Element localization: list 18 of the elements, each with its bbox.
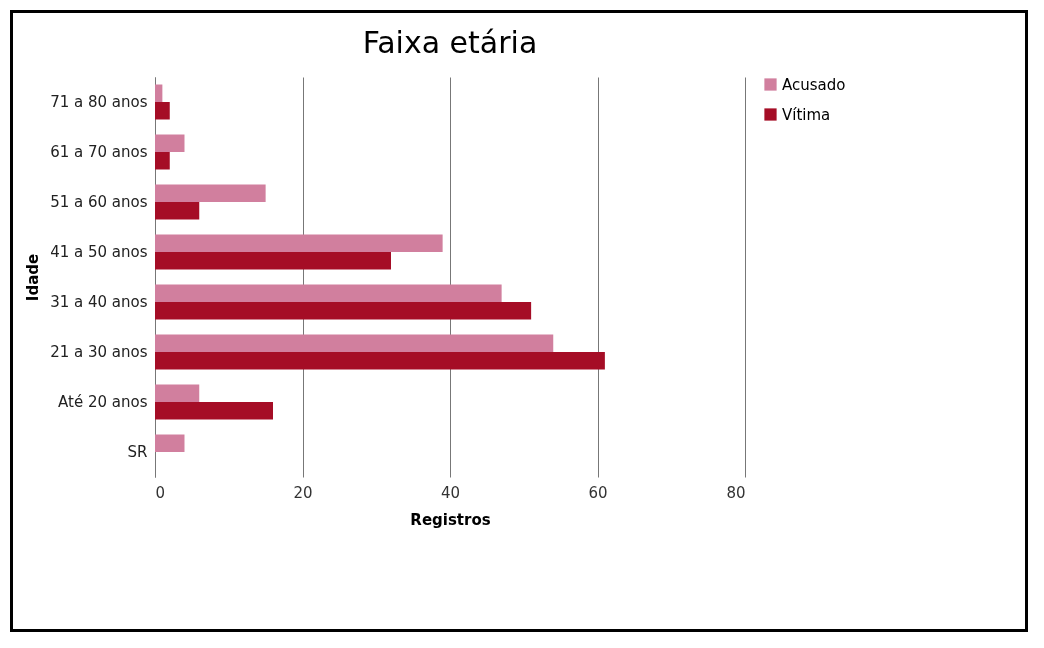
y-tick-label: 31 a 40 anos: [50, 293, 148, 311]
legend-label: Vítima: [782, 105, 831, 124]
y-tick-label: 21 a 30 anos: [50, 343, 148, 361]
x-tick-label: 0: [155, 483, 166, 502]
y-tick-label: SR: [127, 443, 148, 461]
x-tick-label: 20: [293, 483, 313, 502]
y-axis-title: Idade: [24, 253, 43, 302]
chart-title: Faixa etária: [362, 25, 538, 60]
x-tick-label: 80: [726, 483, 746, 502]
y-tick-label: 61 a 70 anos: [50, 143, 148, 161]
x-tick-label: 60: [588, 483, 608, 502]
y-tick-label: Até 20 anos: [58, 393, 148, 411]
x-tick-label: 40: [440, 483, 461, 502]
y-tick-label: 51 a 60 anos: [50, 193, 148, 211]
y-tick-label: 71 a 80 anos: [50, 93, 148, 111]
y-tick-label: 41 a 50 anos: [50, 243, 148, 261]
legend-label: Acusado: [782, 75, 846, 94]
x-axis-title: Registros: [410, 510, 491, 529]
